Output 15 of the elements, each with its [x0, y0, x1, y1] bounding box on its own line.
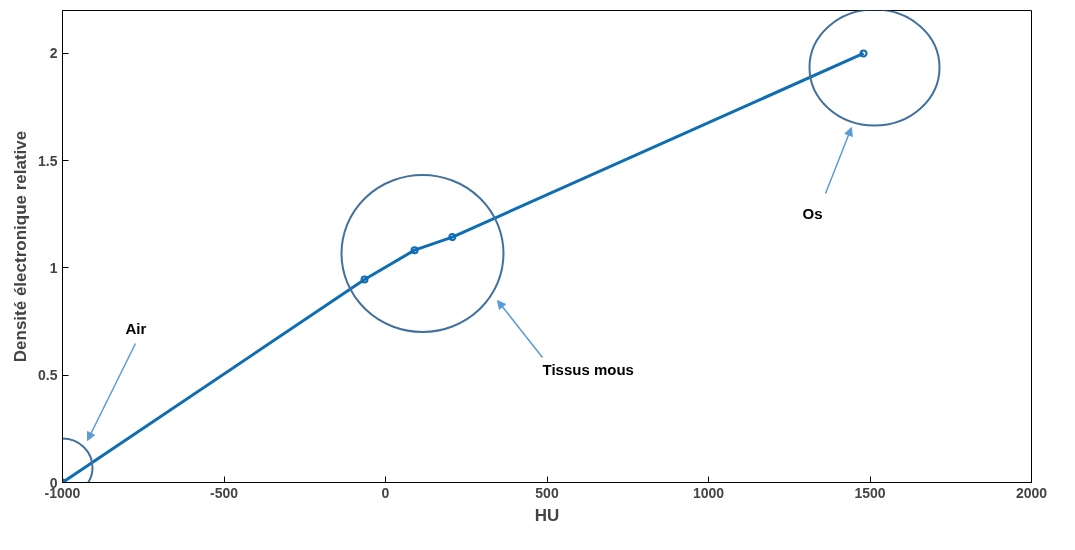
y-tick-label: 1.5: [38, 152, 58, 169]
y-tick-label: 1: [49, 259, 58, 276]
x-tick-label: 1000: [692, 484, 725, 501]
y-axis-title: Densité électronique relative: [11, 130, 31, 363]
x-tick-label: 500: [535, 484, 559, 501]
x-tick-label: -500: [209, 484, 239, 501]
annotation: Os: [802, 205, 823, 222]
y-tick-label: 0.5: [38, 367, 58, 384]
y-tick-label: 2: [49, 45, 58, 62]
x-tick-label: 2000: [1015, 484, 1048, 501]
annotation: Tissus mous: [542, 361, 634, 378]
x-tick-label: 0: [381, 484, 390, 501]
annotation: Air: [125, 320, 147, 337]
x-tick-label: 1500: [854, 484, 886, 501]
x-axis-title: HU: [534, 505, 560, 525]
